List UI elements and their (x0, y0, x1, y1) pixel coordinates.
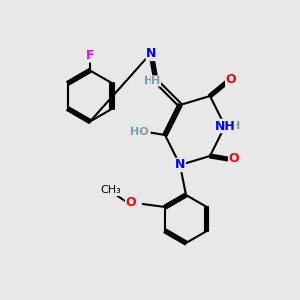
Text: N: N (175, 158, 185, 172)
Text: H: H (144, 76, 153, 86)
Text: O: O (229, 152, 239, 166)
Text: O: O (226, 73, 236, 86)
Text: F: F (86, 49, 94, 62)
Text: NH: NH (215, 119, 236, 133)
Text: O: O (125, 196, 136, 209)
Text: H: H (231, 121, 240, 131)
Text: N: N (146, 47, 157, 61)
Text: HO: HO (130, 127, 149, 137)
Text: HO: HO (129, 125, 150, 139)
Text: O: O (226, 73, 236, 86)
Text: CH₃: CH₃ (101, 185, 122, 196)
Text: H: H (152, 76, 160, 86)
Text: N: N (175, 158, 185, 172)
Text: NH: NH (214, 119, 236, 133)
Text: O: O (229, 152, 239, 166)
Text: N: N (146, 46, 157, 59)
